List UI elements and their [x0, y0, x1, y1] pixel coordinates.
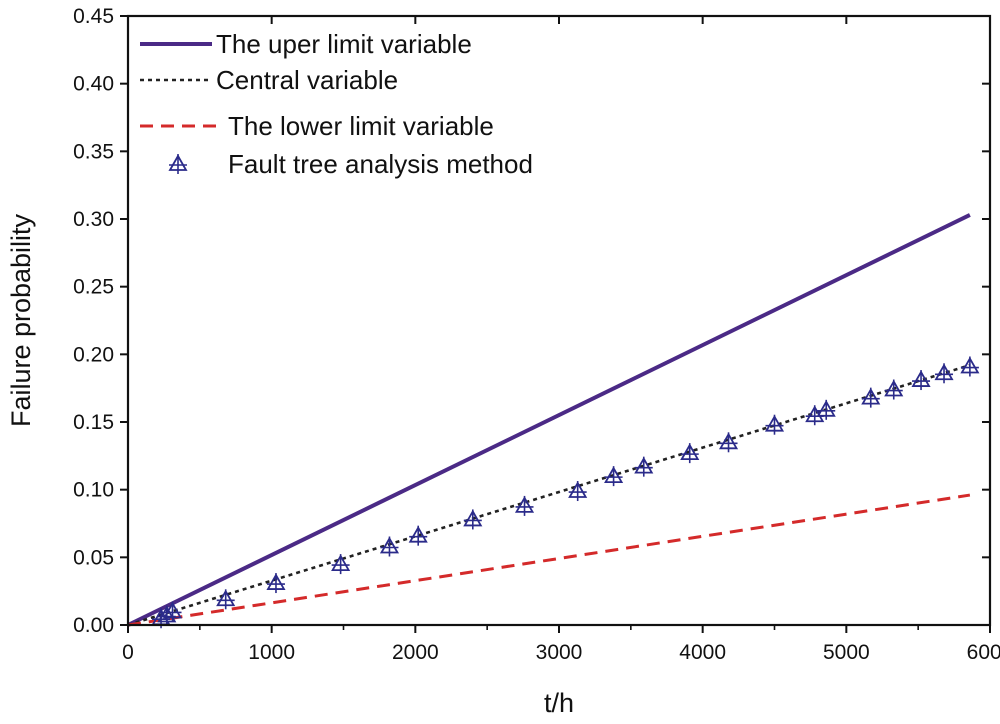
data-point: [408, 525, 428, 546]
legend-label: The lower limit variable: [228, 111, 494, 141]
data-point: [911, 370, 931, 391]
data-point: [764, 414, 785, 435]
y-tick-label: 0.30: [73, 208, 114, 231]
data-point: [379, 536, 400, 557]
x-tick-label: 0: [122, 641, 134, 664]
legend: The uper limit variable Central variable T…: [140, 29, 533, 179]
legend-label: The uper limit variable: [216, 29, 472, 59]
y-tick-label: 0.20: [73, 343, 114, 366]
data-point: [514, 495, 535, 516]
data-point: [463, 509, 483, 530]
plot-frame: [126, 14, 992, 627]
y-tick-label: 0.15: [73, 411, 114, 434]
data-point: [816, 399, 836, 420]
x-tick-label: 4000: [679, 641, 726, 664]
y-tick-label: 0.35: [73, 140, 114, 163]
data-point: [960, 356, 980, 377]
x-tick-label: 1000: [248, 641, 295, 664]
legend-entry: Central variable: [140, 65, 398, 95]
y-tick-label: 0.10: [73, 479, 114, 502]
series-4-markers: [151, 356, 980, 629]
x-tick-label: 3000: [536, 641, 583, 664]
x-axis-title: t/h: [544, 688, 574, 718]
data-point: [604, 466, 624, 487]
legend-label: Central variable: [216, 65, 398, 95]
data-point: [162, 601, 183, 622]
data-point: [568, 481, 588, 502]
x-tick-label: 2000: [392, 641, 439, 664]
data-point: [884, 379, 904, 400]
data-point: [861, 387, 881, 408]
data-point: [216, 589, 236, 610]
series-1-line: [127, 213, 971, 627]
legend-entry: The uper limit variable: [140, 29, 472, 59]
x-tick-label: 5000: [823, 641, 870, 664]
data-point: [934, 363, 954, 384]
legend-label: Fault tree analysis method: [228, 149, 533, 179]
y-tick-label: 0.40: [73, 73, 114, 96]
data-point: [634, 456, 654, 477]
series-3-line: [127, 493, 971, 627]
series-2-line: [127, 363, 971, 627]
y-tick-label: 0.45: [73, 5, 114, 28]
data-point: [680, 443, 700, 464]
plot-area: [127, 213, 980, 629]
data-point: [331, 554, 351, 575]
y-tick-label: 0.25: [73, 276, 114, 299]
y-axis-title: Failure probability: [6, 213, 36, 427]
legend-entry: The lower limit variable: [140, 111, 494, 141]
legend-marker: [168, 154, 188, 174]
legend-entry: Fault tree analysis method: [168, 149, 533, 179]
data-point: [718, 432, 739, 453]
data-point: [266, 573, 286, 594]
y-tick-label: 0.00: [73, 614, 114, 637]
y-tick-label: 0.05: [73, 546, 114, 569]
